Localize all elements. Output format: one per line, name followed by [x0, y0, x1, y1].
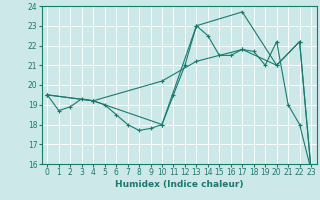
X-axis label: Humidex (Indice chaleur): Humidex (Indice chaleur): [115, 180, 244, 189]
